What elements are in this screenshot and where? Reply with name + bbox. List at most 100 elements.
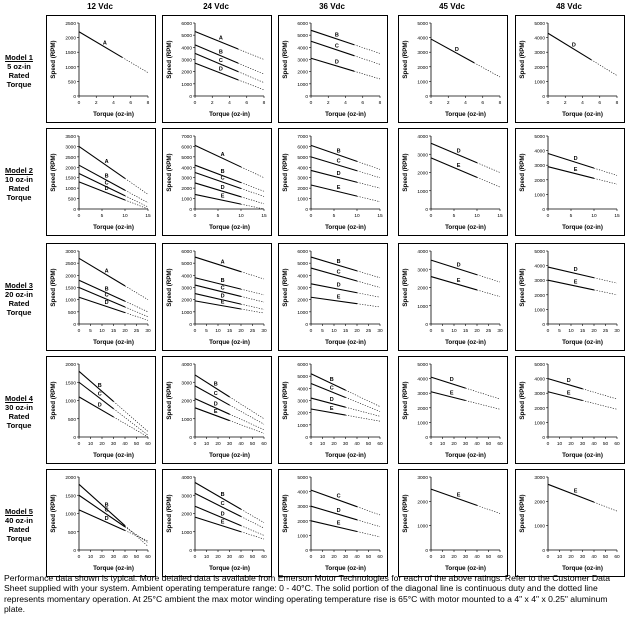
x-tick-label: 0 <box>430 554 433 560</box>
chart-svg: 0 1000 2000 3000 4000 5000 6000 0 5 10 15 20 25 30 Tor… <box>166 249 267 346</box>
y-tick-label: 0 <box>542 435 545 441</box>
x-tick-label: 10 <box>204 441 210 447</box>
y-tick-label: 4000 <box>297 45 308 51</box>
y-axis-label: Speed (RPM) <box>402 153 409 191</box>
y-tick-label: 5000 <box>181 33 192 39</box>
x-tick-label: 50 <box>486 441 492 447</box>
x-tick-label: 5 <box>333 213 336 219</box>
model-name: Model 3 <box>5 281 33 290</box>
y-tick-label: 1000 <box>65 399 76 405</box>
x-tick-label: 0 <box>310 441 313 447</box>
x-tick-label: 30 <box>145 328 151 334</box>
chart-svg: 0 1000 2000 3000 4000 5000 0 2 4 6 8 Torque (oz-in)… <box>519 21 619 118</box>
x-tick-label: 50 <box>134 554 140 560</box>
column-header: 45 Vdc <box>439 2 465 11</box>
x-tick-label: 5 <box>217 213 220 219</box>
y-tick-label: 0 <box>425 548 428 554</box>
series-label: B <box>337 259 341 265</box>
y-axis-label: Speed (RPM) <box>50 153 57 191</box>
y-tick-label: 3000 <box>297 58 308 64</box>
chart-svg: 0 1000 2000 3000 4000 5000 0 10 20 30 40 50 60 Torque… <box>519 362 620 459</box>
series-line-momentary <box>113 416 149 438</box>
x-tick-label: 20 <box>451 441 457 447</box>
y-tick-label: 3000 <box>297 176 308 182</box>
x-tick-label: 0 <box>194 554 197 560</box>
x-tick-label: 30 <box>497 328 503 334</box>
y-tick-label: 1500 <box>65 286 76 292</box>
series-label: D <box>219 67 223 73</box>
speed-torque-chart: 0 1000 2000 3000 0 10 20 30 40 50 60 Torque (oz-in)… <box>515 469 625 577</box>
rating-text: 10 oz-in <box>5 175 33 184</box>
series-line-continuous <box>78 31 123 58</box>
x-axis-label: Torque (oz-in) <box>562 452 603 459</box>
rating-text: Rated <box>8 299 30 308</box>
series-label: D <box>457 148 461 154</box>
x-tick-label: 10 <box>474 213 480 219</box>
x-tick-label: 50 <box>486 554 492 560</box>
x-tick-label: 15 <box>227 328 233 334</box>
series-line-continuous <box>78 164 126 191</box>
y-tick-label: 4000 <box>297 490 308 496</box>
row-label: Model 3 20 oz-in Rated Torque <box>0 281 38 317</box>
series-line-momentary <box>356 195 381 202</box>
rating-text: Torque <box>6 80 32 89</box>
series-line-continuous <box>194 385 230 406</box>
y-tick-label: 0 <box>189 322 192 328</box>
series-label: C <box>330 385 334 391</box>
chart-svg: 0 1000 2000 3000 4000 5000 6000 0 10 20 30 40 50 60 To… <box>282 362 383 459</box>
series-line-continuous <box>194 277 242 290</box>
y-tick-label: 0 <box>73 548 76 554</box>
series-line-momentary <box>593 501 618 512</box>
speed-torque-chart: 0 1000 2000 3000 4000 0 5 10 15 Torque (oz-in) Spe… <box>398 128 508 236</box>
x-tick-label: 10 <box>451 328 457 334</box>
series-line-momentary <box>113 408 149 436</box>
series-line-momentary <box>240 516 265 529</box>
y-tick-label: 1000 <box>297 423 308 429</box>
y-tick-label: 5000 <box>297 155 308 161</box>
y-tick-label: 2000 <box>181 70 192 76</box>
series-line-momentary <box>582 400 618 410</box>
series-line-momentary <box>356 181 381 189</box>
y-tick-label: 4000 <box>297 273 308 279</box>
series-label: D <box>105 300 109 306</box>
x-tick-label: 10 <box>320 554 326 560</box>
x-tick-label: 4 <box>344 100 347 106</box>
y-tick-label: 500 <box>68 530 76 536</box>
series-line-continuous <box>194 164 242 184</box>
series-line-continuous <box>430 142 478 164</box>
speed-torque-chart: 0 500 1000 1500 2000 0 10 20 30 40 50 60 Torque (oz-… <box>46 356 156 464</box>
series-label: B <box>221 169 225 175</box>
x-axis-label: Torque (oz-in) <box>445 565 486 572</box>
series-label: D <box>574 156 578 162</box>
x-tick-label: 20 <box>215 441 221 447</box>
speed-torque-chart: 0 500 1000 1500 2000 2500 3000 3500 0 5 10 15 Torque… <box>46 128 156 236</box>
x-tick-label: 10 <box>568 328 574 334</box>
x-tick-label: 20 <box>451 554 457 560</box>
series-label: D <box>221 293 225 299</box>
series-line-continuous <box>310 520 358 533</box>
y-tick-label: 5000 <box>534 134 545 140</box>
y-tick-label: 5000 <box>297 475 308 481</box>
series-label: D <box>335 60 339 66</box>
x-axis-label: Torque (oz-in) <box>562 565 603 572</box>
chart-svg: 0 1000 2000 3000 0 10 20 30 40 50 60 Torque (oz-in)… <box>402 475 503 572</box>
x-tick-label: 40 <box>122 441 128 447</box>
series-line-momentary <box>124 526 149 543</box>
series-line-momentary <box>121 57 149 73</box>
series-label: D <box>221 511 225 517</box>
x-tick-label: 30 <box>227 554 233 560</box>
x-tick-label: 0 <box>430 100 433 106</box>
x-tick-label: 10 <box>88 554 94 560</box>
y-tick-label: 1000 <box>534 524 545 530</box>
x-axis-label: Torque (oz-in) <box>562 339 603 346</box>
column-header: 24 Vdc <box>203 2 229 11</box>
series-label: E <box>337 185 341 191</box>
y-tick-label: 0 <box>305 548 308 554</box>
x-axis-label: Torque (oz-in) <box>93 452 134 459</box>
rating-text: 20 oz-in <box>5 290 33 299</box>
series-line-momentary <box>229 413 265 430</box>
series-line-continuous <box>547 166 595 179</box>
x-tick-label: 50 <box>366 554 372 560</box>
x-tick-label: 20 <box>331 441 337 447</box>
series-line-momentary <box>356 303 381 308</box>
